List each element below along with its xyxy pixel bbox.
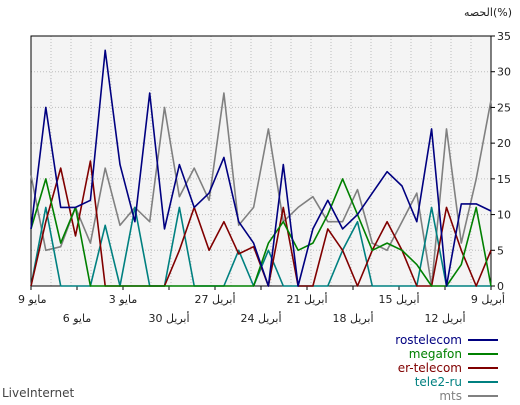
x-tick-label: 6 مايو [63,312,92,325]
x-tick-label: 15 أبريل [378,292,419,306]
legend-label: er-telecom [397,361,462,375]
x-tick-label: 21 أبريل [286,292,327,306]
y-tick-label: 15 [497,173,511,186]
line-chart: 0 5 10 15 20 25 30 35 9 مايو 3 مايو 27 أبريل 21 أب… [18,6,512,325]
x-tick-label: 9 أبريل [471,292,505,306]
legend-label: rostelecom [395,333,462,347]
legend-swatch [468,367,498,369]
legend-label: tele2-ru [414,375,462,389]
legend-swatch [468,395,498,397]
legend-item-mts: mts [395,389,498,403]
legend-item-er-telecom: er-telecom [395,361,498,375]
y-axis-label: الحصه(%) [464,6,512,19]
x-axis: 9 مايو 3 مايو 27 أبريل 21 أبريل 15 أبريل 9 أب… [18,286,505,325]
x-tick-label: 30 أبريل [148,311,189,325]
brand-label: LiveInternet [2,386,75,400]
legend-swatch [468,381,498,383]
legend-swatch [468,339,498,341]
plot-area [31,36,491,286]
legend-swatch [468,353,498,355]
series-lines [30,49,492,287]
x-tick-label: 24 أبريل [240,311,281,325]
y-tick-label: 5 [497,244,504,257]
series-line-rostelecom [30,49,492,287]
y-tick-label: 30 [497,66,511,79]
x-tick-label: 3 مايو [109,293,138,306]
y-tick-label: 20 [497,137,511,150]
series-line-mts [30,92,492,287]
x-tick-label: 9 مايو [18,293,47,306]
y-tick-label: 0 [497,280,504,293]
y-tick-label: 25 [497,101,511,114]
legend-item-rostelecom: rostelecom [395,333,498,347]
y-tick-label: 35 [497,30,511,43]
x-tick-label: 27 أبريل [194,292,235,306]
x-tick-label: 12 أبريل [424,311,465,325]
legend: rostelecom megafon er-telecom tele2-ru mts [395,333,498,403]
legend-label: mts [439,389,462,403]
legend-item-megafon: megafon [395,347,498,361]
legend-item-tele2-ru: tele2-ru [395,375,498,389]
y-tick-label: 10 [497,209,511,222]
y-axis: 0 5 10 15 20 25 30 35 [491,30,511,293]
x-tick-label: 18 أبريل [332,311,373,325]
legend-label: megafon [408,347,462,361]
